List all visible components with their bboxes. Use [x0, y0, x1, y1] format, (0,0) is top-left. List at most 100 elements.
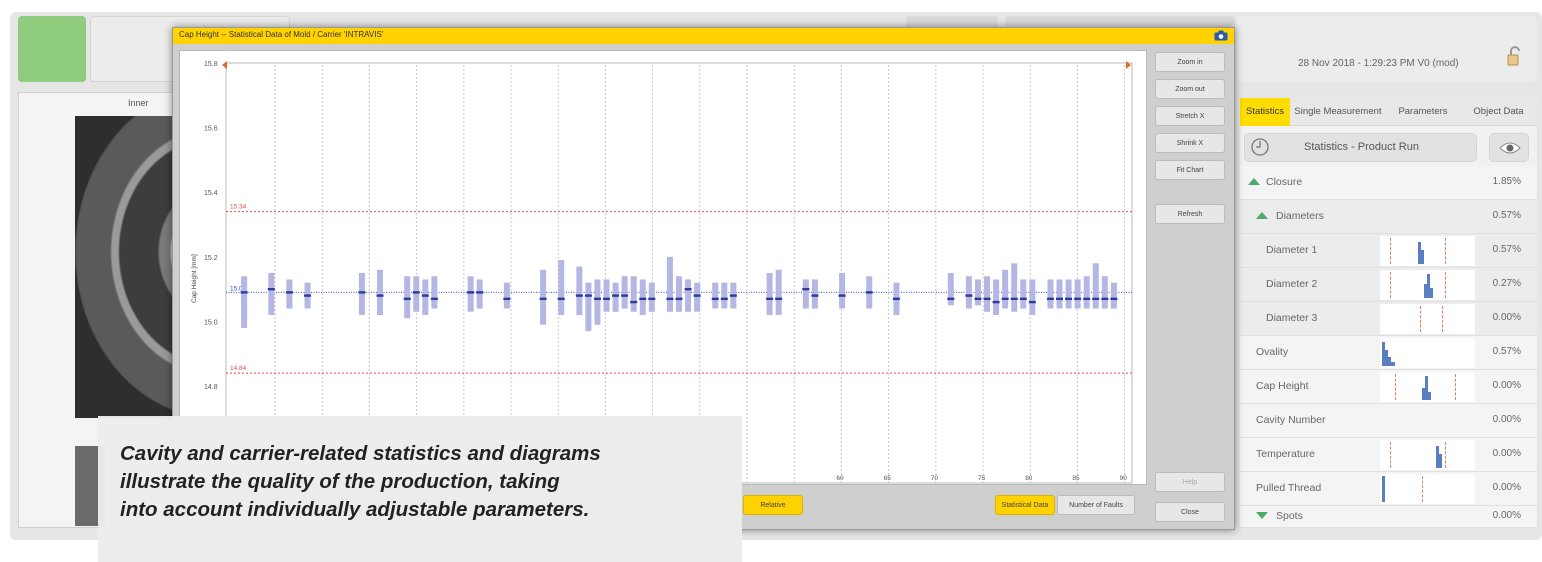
range-bar	[993, 279, 1000, 315]
mean-marker	[802, 287, 810, 291]
refresh-button[interactable]: Refresh	[1155, 204, 1225, 224]
scroll-left-icon	[222, 61, 227, 69]
x-tick-label: 75	[978, 475, 986, 482]
range-bar	[1056, 279, 1063, 309]
row-label: Cap Height	[1256, 380, 1309, 392]
lower-limit-label: 14.84	[230, 365, 247, 372]
fit-chart-button[interactable]: Fit Chart	[1155, 160, 1225, 180]
range-bar	[775, 269, 782, 315]
range-bar	[639, 279, 646, 315]
mean-marker	[575, 294, 583, 297]
mean-marker	[1056, 297, 1064, 301]
x-tick-label: 70	[931, 475, 939, 482]
mini-histogram	[1380, 372, 1475, 402]
tab-statistics[interactable]: Statistics	[1240, 98, 1290, 126]
row-value: 1.85%	[1492, 176, 1521, 187]
row-label: Pulled Thread	[1256, 482, 1322, 494]
caption-line-3: into account individually adjustable par…	[120, 498, 590, 521]
mean-marker	[811, 294, 819, 297]
x-tick-label: 60	[836, 475, 844, 482]
zoom-in-button[interactable]: Zoom in	[1155, 52, 1225, 72]
stats-row-spots[interactable]: Spots 0.00%	[1240, 506, 1537, 528]
clock-icon	[1251, 138, 1269, 156]
stats-row-cavity-number[interactable]: Cavity Number 0.00%	[1240, 404, 1537, 438]
mean-marker	[1065, 297, 1073, 301]
mean-marker	[557, 297, 565, 301]
mean-marker	[684, 287, 692, 291]
relative-button[interactable]: Relative	[743, 495, 803, 515]
upper-limit-label: 15.34	[230, 204, 247, 211]
range-bar	[1029, 279, 1036, 315]
range-bar	[712, 282, 719, 309]
mini-histogram	[1380, 440, 1475, 470]
row-value: 0.57%	[1492, 244, 1521, 255]
row-label: Ovality	[1256, 346, 1289, 358]
stats-row-ovality[interactable]: Ovality 0.57%	[1240, 336, 1537, 370]
right-header	[1237, 16, 1537, 82]
plot-frame	[225, 62, 1133, 484]
scroll-right-icon	[1126, 61, 1131, 69]
range-bar	[766, 273, 773, 315]
tab-parameters[interactable]: Parameters	[1398, 106, 1448, 117]
mean-marker	[666, 297, 674, 301]
mean-marker	[476, 291, 484, 294]
shrink-x-button[interactable]: Shrink X	[1155, 133, 1225, 153]
mini-histogram	[1380, 304, 1475, 334]
row-value: 0.00%	[1492, 312, 1521, 323]
mean-marker	[584, 294, 592, 297]
stats-row-diameter-1[interactable]: Diameter 1 0.57%	[1240, 234, 1537, 268]
row-label: Diameters	[1276, 210, 1324, 222]
mean-marker	[630, 300, 638, 304]
range-bar	[286, 279, 293, 309]
mean-marker	[992, 300, 1000, 304]
status-tile-green[interactable]	[18, 16, 86, 82]
mean-marker	[1010, 297, 1018, 301]
chart-area[interactable]: 15.815.615.415.215.014.814.6Cap Height […	[179, 50, 1174, 485]
eye-icon	[1499, 142, 1521, 154]
y-tick-label: 15.0	[204, 319, 218, 326]
mean-marker	[838, 294, 846, 297]
statistics-mode-button[interactable]	[1244, 133, 1477, 162]
zoom-out-button[interactable]: Zoom out	[1155, 79, 1225, 99]
range-bar	[467, 276, 474, 312]
range-bar	[666, 256, 673, 312]
mean-marker	[358, 291, 366, 294]
stats-row-pulled-thread[interactable]: Pulled Thread 0.00%	[1240, 472, 1537, 506]
mean-marker	[1092, 297, 1100, 301]
mean-marker	[285, 291, 293, 294]
mean-marker	[892, 297, 900, 301]
range-bar	[503, 282, 510, 309]
dialog-titlebar[interactable]: Cap Height -- Statistical Data of Mold /…	[173, 28, 1234, 44]
range-bar	[839, 273, 846, 309]
stats-row-temperature[interactable]: Temperature 0.00%	[1240, 438, 1537, 472]
range-bar	[630, 276, 637, 312]
tab-object-data[interactable]: Object Data	[1473, 106, 1524, 117]
range-bar	[558, 260, 565, 315]
range-bar	[476, 279, 483, 309]
help-button[interactable]: Help	[1155, 472, 1225, 492]
range-bar	[1092, 263, 1099, 309]
row-value: 0.00%	[1492, 414, 1521, 425]
statistics-dialog: Cap Height -- Statistical Data of Mold /…	[172, 27, 1235, 530]
number-of-faults-button[interactable]: Number of Faults	[1057, 495, 1135, 515]
mean-marker	[1074, 297, 1082, 301]
mean-marker	[240, 291, 248, 294]
mean-marker	[1028, 300, 1036, 304]
caption-line-1: Cavity and carrier-related statistics an…	[120, 442, 601, 465]
stats-row-cap-height[interactable]: Cap Height 0.00%	[1240, 370, 1537, 404]
close-button[interactable]: Close	[1155, 502, 1225, 522]
mini-histogram	[1380, 236, 1475, 266]
range-bar	[1047, 279, 1054, 309]
lock-icon[interactable]	[1506, 46, 1524, 66]
x-tick-label: 65	[884, 475, 892, 482]
camera-icon[interactable]	[1214, 30, 1228, 41]
stats-row-diameter-2[interactable]: Diameter 2 0.27%	[1240, 268, 1537, 302]
statistical-data-button[interactable]: Statistical Data	[995, 495, 1055, 515]
stats-row-closure[interactable]: Closure 1.85%	[1240, 166, 1537, 200]
tab-single-measurement[interactable]: Single Measurement	[1294, 106, 1382, 117]
mean-marker	[1046, 297, 1054, 301]
stretch-x-button[interactable]: Stretch X	[1155, 106, 1225, 126]
stats-row-diameters[interactable]: Diameters 0.57%	[1240, 200, 1537, 234]
cap-height-chart[interactable]: 15.815.615.415.215.014.814.6Cap Height […	[180, 51, 1174, 484]
stats-row-diameter-3[interactable]: Diameter 3 0.00%	[1240, 302, 1537, 336]
